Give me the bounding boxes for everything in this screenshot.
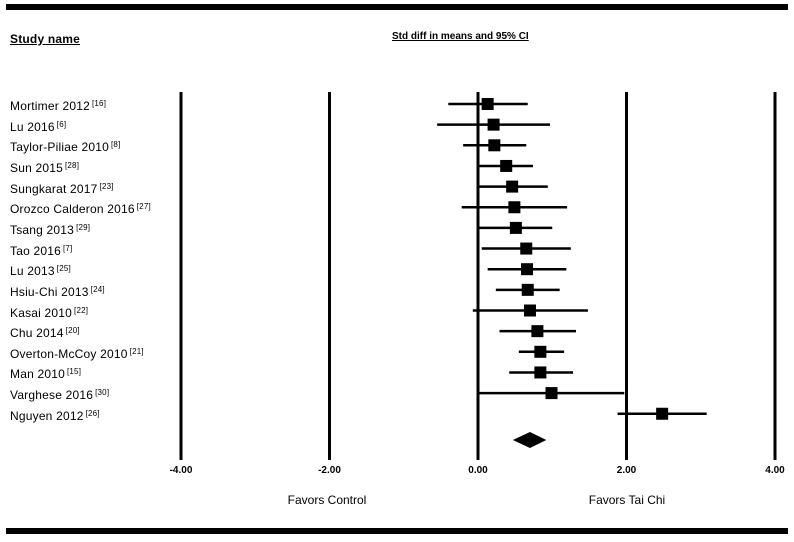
study-name: Chu 2014 — [10, 326, 64, 341]
point-estimate-square — [531, 325, 544, 338]
point-estimate-square — [523, 304, 536, 317]
study-reference: [24] — [90, 284, 105, 294]
study-reference: [7] — [62, 243, 73, 253]
study-reference: [6] — [56, 119, 67, 129]
study-name: Kasai 2010 — [10, 305, 73, 320]
x-tick-label: 4.00 — [765, 465, 785, 476]
study-reference: [27] — [136, 202, 151, 212]
pooled-effect-diamond — [512, 432, 547, 448]
study-name: Lu 2013 — [10, 264, 55, 279]
study-reference: [28] — [64, 160, 80, 170]
study-reference: [21] — [129, 346, 144, 356]
point-estimate-square — [545, 387, 558, 400]
study-row: Man 2010 [15] — [10, 364, 82, 382]
study-name: Orozco Calderon 2016 — [10, 202, 135, 217]
favors-tai-chi-label: Favors Tai Chi — [589, 493, 665, 507]
point-estimate-square — [481, 98, 494, 110]
study-row: Nguyen 2012 [26] — [10, 406, 100, 423]
bottom-rule — [6, 528, 788, 534]
study-row: Sun 2015 [28] — [10, 158, 80, 175]
favors-control-label: Favors Control — [288, 493, 367, 507]
point-estimate-square — [520, 242, 533, 255]
point-estimate-square — [521, 283, 534, 296]
study-name: Taylor-Piliae 2010 — [10, 140, 109, 155]
point-estimate-square — [521, 263, 534, 276]
study-row: Orozco Calderon 2016 [27] — [10, 199, 151, 217]
study-name: Hsiu-Chi 2013 — [10, 284, 89, 299]
study-row: Varghese 2016 [30] — [10, 385, 110, 403]
study-reference: [20] — [65, 326, 80, 336]
point-estimate-square — [508, 201, 521, 214]
top-rule — [6, 4, 788, 10]
x-tick-label: 0.00 — [468, 465, 488, 476]
point-estimate-square — [656, 407, 669, 420]
study-row: Tao 2016 [7] — [10, 241, 73, 258]
point-estimate-square — [488, 139, 501, 152]
study-row: Lu 2016 [6] — [10, 117, 67, 134]
study-row: Hsiu-Chi 2013 [24] — [10, 282, 105, 299]
study-reference: [25] — [56, 264, 71, 274]
study-name: Tao 2016 — [10, 243, 61, 258]
study-name: Sungkarat 2017 — [10, 181, 98, 196]
point-estimate-square — [487, 118, 500, 131]
study-name: Overton-McCoy 2010 — [10, 346, 128, 361]
effect-size-header: Std diff in means and 95% CI — [392, 31, 529, 42]
study-reference: [29] — [76, 222, 91, 232]
x-tick-label: 2.00 — [617, 465, 637, 476]
study-reference: [26] — [85, 408, 100, 418]
study-row: Tsang 2013 [29] — [10, 220, 91, 237]
study-reference: [30] — [95, 388, 110, 398]
point-estimate-square — [509, 221, 522, 234]
point-estimate-square — [534, 345, 547, 358]
study-name-header: Study name — [10, 32, 81, 46]
point-estimate-square — [506, 180, 519, 193]
study-name: Lu 2016 — [10, 119, 55, 134]
study-name: Nguyen 2012 — [10, 408, 84, 423]
study-reference: [15] — [66, 367, 82, 377]
x-tick-label: -2.00 — [318, 465, 341, 476]
study-name: Man 2010 — [10, 367, 65, 382]
study-reference: [22] — [74, 305, 89, 315]
study-reference: [23] — [99, 181, 114, 191]
point-estimate-square — [500, 159, 513, 172]
study-name: Tsang 2013 — [10, 222, 75, 237]
study-reference: [8] — [111, 140, 121, 150]
study-name: Sun 2015 — [10, 160, 63, 175]
study-reference: [16] — [91, 99, 107, 108]
study-name: Mortimer 2012 — [10, 99, 90, 113]
study-row: Lu 2013 [25] — [10, 261, 71, 279]
study-name: Varghese 2016 — [10, 388, 94, 403]
study-row: Chu 2014 [20] — [10, 323, 80, 341]
study-row: Mortimer 2012 [16] — [10, 96, 107, 113]
point-estimate-square — [534, 366, 547, 379]
study-row: Kasai 2010 [22] — [10, 303, 89, 320]
study-row: Overton-McCoy 2010 [21] — [10, 344, 144, 361]
study-row: Sungkarat 2017 [23] — [10, 179, 114, 196]
x-tick-label: -4.00 — [170, 465, 193, 476]
study-row: Taylor-Piliae 2010 [8] — [10, 137, 121, 155]
